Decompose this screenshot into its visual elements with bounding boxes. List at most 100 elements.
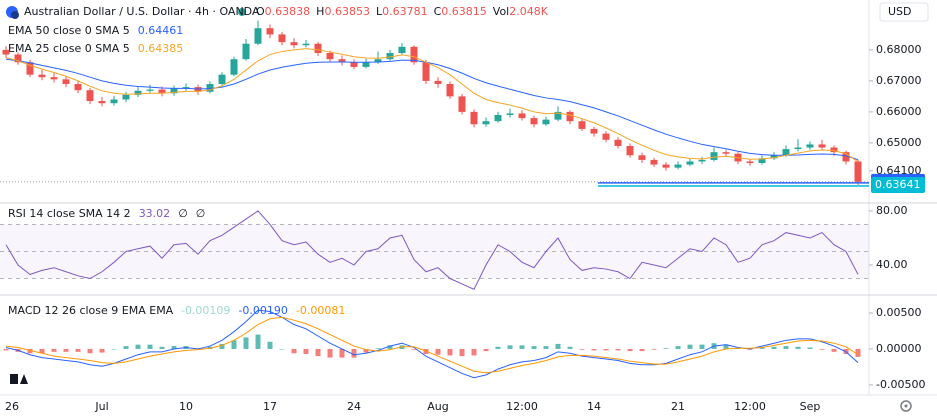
rsi-line [5,210,859,290]
candle-body [374,59,382,63]
histogram-bar [483,348,489,352]
x-tick-label: Aug [427,400,448,413]
legend-name: EMA 25 close 0 SMA 5 [8,42,130,55]
histogram-bar [639,348,645,352]
currency[interactable]: USD [888,5,912,18]
histogram-bar [699,344,705,349]
indicator-legend: MACD 12 26 close 9 EMA EMA -0.00109 -0.001… [8,304,345,317]
candle-body [50,77,58,80]
histogram-bar [783,346,789,349]
macd-line [5,316,859,374]
y-tick-label: 0.00500 [876,306,922,319]
legend-value: 0.64461 [138,24,184,37]
histogram-bar [531,346,537,349]
ohlc-value: 0.63838 [265,5,311,18]
candle-body [602,133,610,140]
candle-body [554,111,562,120]
candle-body [422,62,430,81]
price-tag-label: 0.63641 [875,178,921,191]
histogram-bar [99,348,105,353]
ema-line [5,48,859,163]
price-tag [871,176,925,193]
x-tick-label: Sep [800,400,821,413]
candle-body [302,43,310,46]
histogram-bar [291,348,297,354]
histogram-bar [123,346,129,349]
candle-body [494,114,502,122]
ohlc-label: H [316,5,324,18]
histogram-bar [831,348,837,352]
candle-body [686,161,694,165]
histogram-bar [663,348,669,349]
histogram-bar [111,348,117,350]
histogram-bar [435,348,441,355]
histogram-bar [339,348,345,358]
candle-body [158,89,166,94]
legend-value: -0.00109 [181,304,230,317]
candle-body [278,34,286,43]
x-tick-label: Jul [94,400,108,413]
candle-body [854,161,862,182]
y-tick-label: 0.68000 [876,43,922,56]
y-tick-label: 0.00000 [876,342,922,355]
candle-body [14,54,22,63]
candle-body [470,111,478,125]
market-status [238,8,246,16]
candle-body [542,119,550,125]
legend-name: RSI 14 close SMA 14 2 [8,207,131,220]
legend-value: ∅ [196,207,206,220]
symbol-logo [6,6,19,19]
candle-body [818,144,826,148]
candle-body [2,49,10,55]
candle-body [806,144,814,148]
histogram-bar [687,344,693,349]
histogram-bar [39,348,45,354]
candle-body [662,164,670,168]
candle-body [698,159,706,162]
candle-body [170,88,178,94]
histogram-bar [651,348,657,350]
candle-body [326,52,334,60]
histogram-bar [375,348,381,349]
candle-body [458,96,466,112]
candle-body [722,152,730,154]
histogram-bar [447,348,453,356]
indicator-legend: EMA 25 close 0 SMA 5 0.64385 [8,42,183,55]
settings-gear[interactable] [900,400,912,412]
indicator-legend: RSI 14 close SMA 14 2 33.02 ∅ ∅ [8,207,205,220]
candle-body [482,121,490,125]
tradingview-logo [10,374,28,384]
histogram-bar [51,348,57,352]
histogram-bar [819,348,825,350]
histogram-bar [507,345,513,349]
candle-body [206,83,214,92]
histogram-bar [459,348,465,357]
candle-body [614,139,622,146]
candle-body [350,62,358,67]
ohlc-label: Vol [493,5,509,18]
candle-body [518,113,526,119]
candle-body [110,99,118,104]
x-tick-label: 17 [263,400,277,413]
ohlc-label: O [256,5,265,18]
y-tick-label: 0.67000 [876,74,922,87]
y-tick-label: 40.00 [876,258,908,271]
candle-body [86,90,94,102]
histogram-bar [159,346,165,349]
histogram-bar [171,346,177,349]
histogram-bar [219,343,225,349]
histogram-bar [327,348,333,358]
candle-body [122,94,130,100]
histogram-bar [591,348,597,351]
candle-body [782,149,790,156]
y-tick-label: 0.65000 [876,136,922,149]
candle-body [794,147,802,150]
legend-value: ∅ [178,207,188,220]
candle-body [266,28,274,35]
ohlc-value: 0.63853 [324,5,370,18]
candle-body [230,59,238,75]
currency-button[interactable] [879,2,929,22]
candle-body [386,52,394,60]
candle-body [398,46,406,53]
